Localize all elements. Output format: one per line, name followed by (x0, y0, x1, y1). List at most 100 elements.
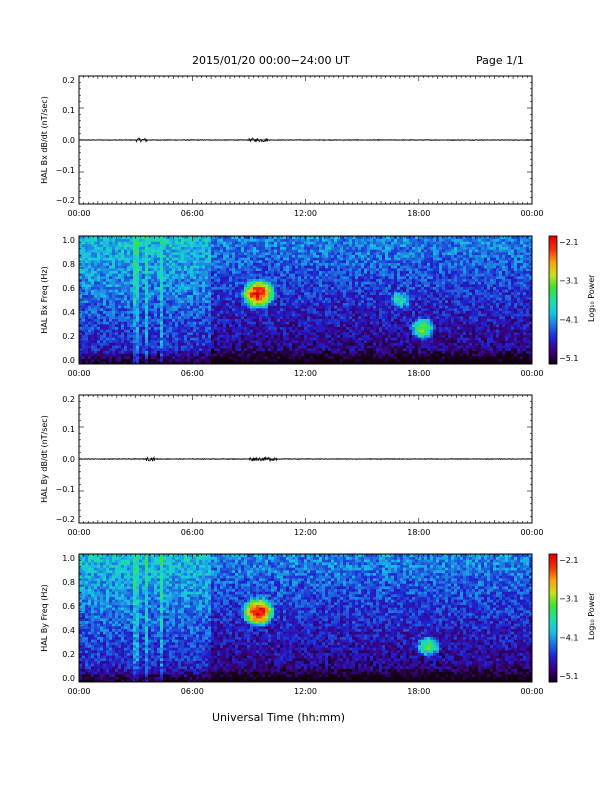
spectrogram-cell (229, 310, 233, 314)
spectrogram-cell (256, 326, 260, 330)
spectrogram-cell (139, 297, 143, 301)
spectrogram-cell (304, 286, 308, 290)
spectrogram-cell (121, 297, 125, 301)
spectrogram-cell (163, 350, 167, 354)
spectrogram-cell (328, 302, 332, 306)
series-line (78, 137, 533, 143)
spectrogram-cell (139, 262, 143, 266)
spectrogram-cell (313, 286, 317, 290)
spectrogram-cell (79, 321, 83, 325)
spectrogram-cell (196, 342, 200, 346)
spectrogram-cell (334, 241, 338, 245)
spectrogram-cell (196, 316, 200, 320)
spectrogram-cell (286, 292, 290, 296)
spectrogram-cell (247, 350, 251, 354)
spectrogram-cell (358, 292, 362, 296)
spectrogram-cell (337, 345, 341, 349)
spectrogram-cell (331, 348, 335, 352)
spectrogram-cell (301, 321, 305, 325)
spectrogram-cell (154, 249, 158, 253)
spectrogram-cell (100, 340, 104, 344)
spectrogram-cell (211, 356, 215, 360)
spectrogram-cell (142, 329, 146, 333)
spectrogram-cell (250, 340, 254, 344)
spectrogram-cell (130, 334, 134, 338)
spectrogram-cell (343, 262, 347, 266)
spectrogram-cell (256, 356, 260, 360)
spectrogram-cell (271, 278, 275, 282)
spectrogram-cell (361, 254, 365, 258)
spectrogram-cell (337, 241, 341, 245)
spectrogram-cell (106, 289, 110, 293)
spectrogram-cell (244, 316, 248, 320)
spectrogram-cell (367, 332, 371, 336)
spectrogram-cell (307, 321, 311, 325)
spectrogram-cell (355, 294, 359, 298)
spectrogram-cell (271, 348, 275, 352)
spectrogram-cell (187, 316, 191, 320)
spectrogram-cell (154, 324, 158, 328)
spectrogram-cell (256, 238, 260, 242)
spectrogram-cell (250, 244, 254, 248)
spectrogram-cell (187, 334, 191, 338)
spectrogram-cell (127, 297, 131, 301)
spectrogram-cell (313, 342, 317, 346)
spectrogram-cell (244, 262, 248, 266)
spectrogram-cell (295, 342, 299, 346)
spectrogram-cell (256, 260, 260, 264)
spectrogram-cell (235, 318, 239, 322)
spectrogram-cell (118, 313, 122, 317)
spectrogram-cell (163, 257, 167, 261)
spectrogram-cell (139, 329, 143, 333)
spectrogram-cell (112, 268, 116, 272)
spectrogram-cell (337, 278, 341, 282)
spectrogram-cell (283, 340, 287, 344)
spectrogram-cell (121, 300, 125, 304)
spectrogram-cell (85, 249, 89, 253)
spectrogram-cell (223, 313, 227, 317)
spectrogram-cell (229, 313, 233, 317)
spectrogram-cell (301, 318, 305, 322)
spectrogram-cell (115, 265, 119, 269)
spectrogram-cell (238, 281, 242, 285)
spectrogram-cell (106, 265, 110, 269)
spectrogram-cell (316, 340, 320, 344)
spectrogram-cell (133, 353, 137, 357)
spectrogram-cell (265, 310, 269, 314)
spectrogram-cell (88, 246, 92, 250)
spectrogram-cell (292, 340, 296, 344)
spectrogram-cell (88, 260, 92, 264)
spectrogram-cell (253, 300, 257, 304)
spectrogram-cell (166, 278, 170, 282)
spectrogram-cell (313, 329, 317, 333)
spectrogram-cell (352, 326, 356, 330)
spectrogram-cell (181, 270, 185, 274)
spectrogram-cell (163, 358, 167, 362)
spectrogram-cell (142, 292, 146, 296)
spectrogram-cell (241, 268, 245, 272)
spectrogram-cell (370, 270, 374, 274)
spectrogram-cell (142, 252, 146, 256)
spectrogram-cell (250, 270, 254, 274)
spectrogram-cell (181, 265, 185, 269)
spectrogram-cell (193, 313, 197, 317)
spectrogram-cell (310, 278, 314, 282)
spectrogram-cell (139, 305, 143, 309)
spectrogram-cell (208, 273, 212, 277)
spectrogram-cell (307, 241, 311, 245)
spectrogram-cell (151, 276, 155, 280)
spectrogram-cell (178, 294, 182, 298)
y-axis-label: HAL Bx dB/dt (nT/sec) (40, 96, 49, 184)
spectrogram-cell (337, 249, 341, 253)
spectrogram-cell (190, 252, 194, 256)
spectrogram-cell (211, 273, 215, 277)
spectrogram-cell (79, 342, 83, 346)
spectrogram-cell (289, 316, 293, 320)
spectrogram-cell (235, 268, 239, 272)
spectrogram-cell (238, 273, 242, 277)
spectrogram-cell (106, 353, 110, 357)
spectrogram-cell (127, 318, 131, 322)
spectrogram-cell (208, 238, 212, 242)
spectrogram-cell (172, 276, 176, 280)
spectrogram-cell (289, 241, 293, 245)
